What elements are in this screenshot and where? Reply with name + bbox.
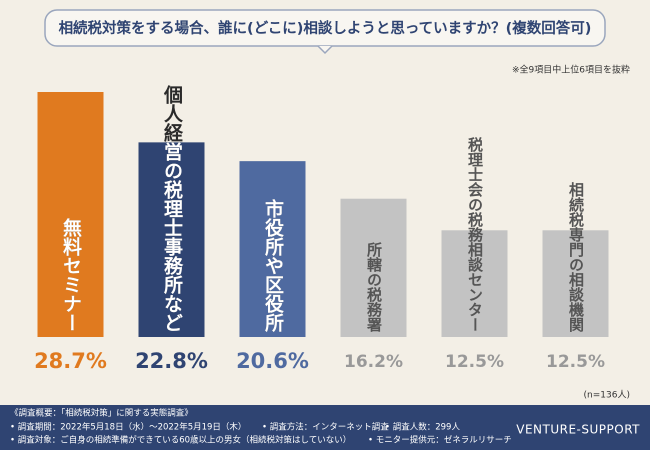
footer-item: • モニター提供元：ゼネラルリサーチ (368, 435, 512, 446)
category-label: 相続税専門の相談機関 (567, 181, 585, 333)
footer-band (0, 405, 650, 450)
footer-item: • 調査期間：2022年5月18日（水）〜2022年5月19日（木） (10, 422, 246, 433)
value-label: 20.6% (236, 349, 309, 373)
value-label: 28.7% (34, 349, 107, 373)
bar (37, 92, 104, 337)
bar (239, 161, 306, 337)
chart-title: 相続税対策をする場合、誰に(どこに)相談しようと思っていますか？(複数回答可) (59, 19, 592, 37)
category-label: 個人経営の税理士事務所など (161, 85, 184, 332)
category-label: 無料セミナー (60, 217, 82, 332)
category-label: 個人経営の税理士事務所など (161, 85, 184, 332)
bar (542, 230, 609, 337)
value-label: 22.8% (135, 349, 208, 373)
sample-size: (n=136人) (584, 390, 630, 401)
note: ※全9項目中上位6項目を抜粋 (512, 64, 630, 76)
brand: VENTURE-SUPPORT (516, 423, 640, 437)
category-label: 市役所や区役所 (262, 198, 284, 333)
footer-item: • 調査方法：インターネット調査 (262, 422, 389, 433)
footer-item: • 調査対象：ご自身の相続準備ができている60歳以上の男女（相続税対策はしていな… (10, 435, 351, 446)
category-label: 市役所や区役所 (262, 198, 284, 333)
bar (340, 198, 407, 337)
footer-heading: 《調査概要：「相続税対策」に関する実態調査》 (10, 408, 193, 419)
bar (441, 230, 508, 337)
category-label: 所轄の税務署 (365, 242, 383, 332)
value-label: 12.5% (445, 352, 504, 372)
footer-item: • 調査人数：299人 (385, 422, 460, 433)
category-label: 税理士会の税務相談センター (466, 136, 484, 332)
category-label: 無料セミナー (60, 217, 82, 332)
title-pointer (317, 45, 333, 55)
value-label: 16.2% (344, 352, 403, 372)
bar (138, 142, 205, 337)
value-label: 12.5% (546, 352, 605, 372)
